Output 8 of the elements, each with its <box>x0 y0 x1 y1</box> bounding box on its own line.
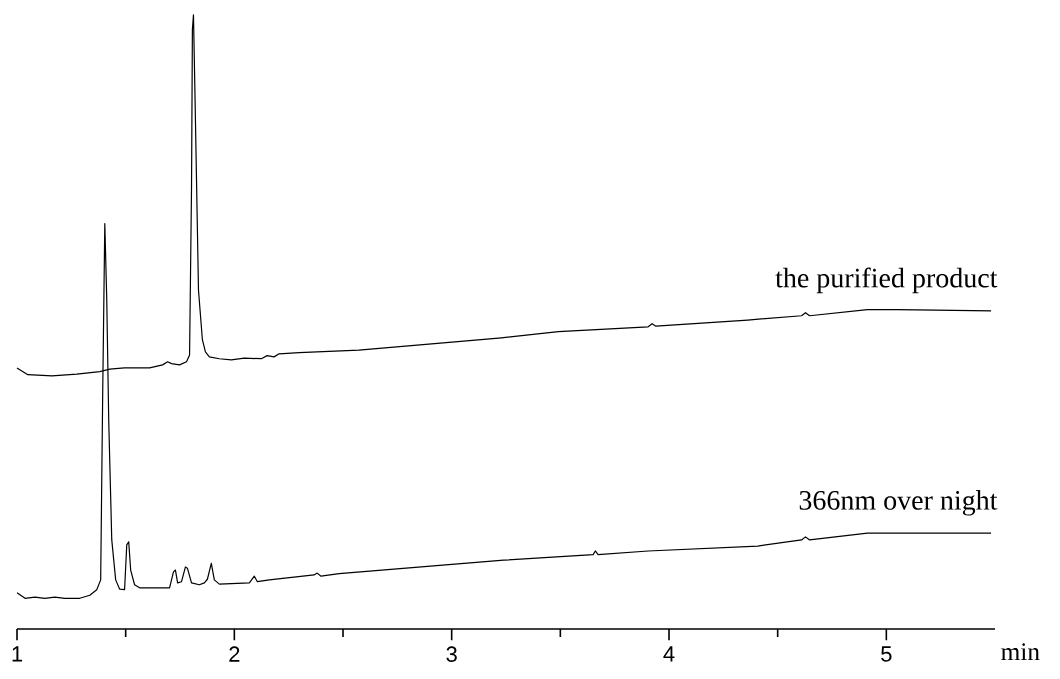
x-axis-title: min <box>1001 643 1040 661</box>
series-label: the purified product <box>775 267 998 294</box>
x-tick-label: 5 <box>881 646 892 662</box>
x-tick-label: 4 <box>663 646 675 662</box>
series-label: 366nm over night <box>799 490 998 516</box>
x-tick-label: 3 <box>446 646 457 662</box>
x-tick-label: 2 <box>229 646 240 662</box>
x-tick-label: 1 <box>12 646 23 662</box>
